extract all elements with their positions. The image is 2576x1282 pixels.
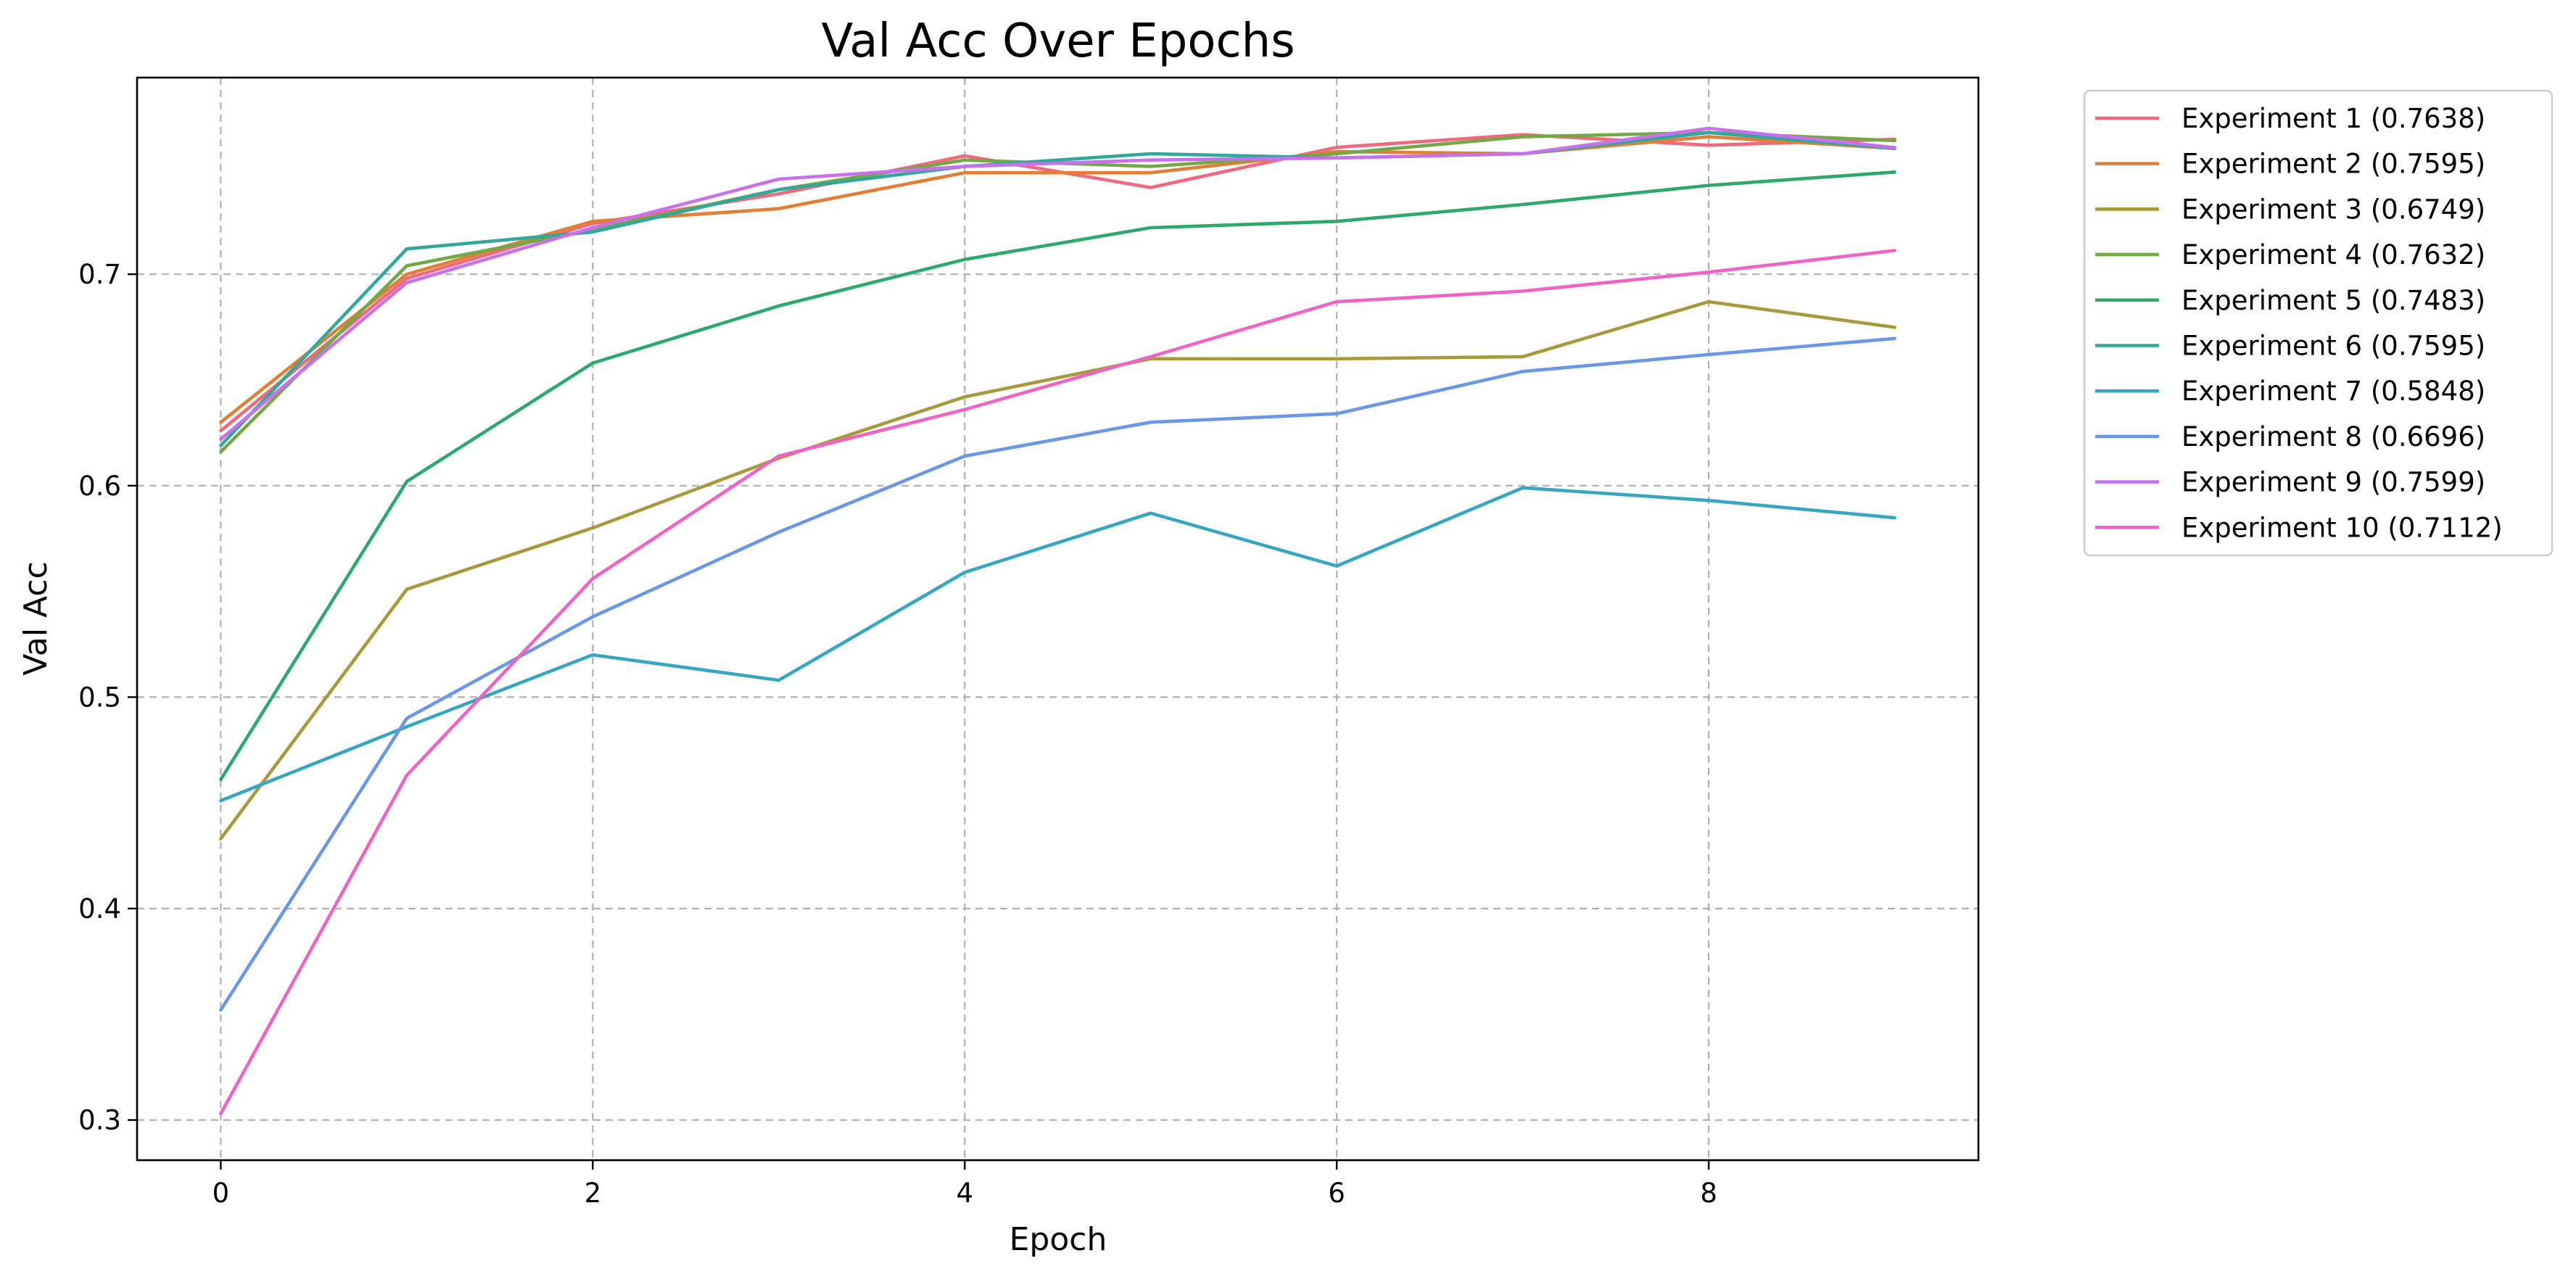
legend-box [2083,89,2554,557]
series-line-experiment-5 [219,170,1896,782]
legend-entry: Experiment 8 (0.6696) [2181,421,2485,452]
grid-layer [137,78,1978,1160]
legend-items: Experiment 1 (0.7638) Experiment 2 (0.759… [2095,103,2503,543]
legend-entry: Experiment 6 (0.7595) [2181,331,2485,362]
y-tick-label: 0.3 [78,1105,121,1136]
y-tick-label: 0.6 [78,471,121,502]
x-tick-label: 0 [212,1178,230,1209]
series-line-experiment-3 [219,299,1896,841]
series-layer [219,126,1896,1116]
series-line-experiment-6 [219,131,1896,447]
legend-entry: Experiment 5 (0.7483) [2181,285,2485,316]
legend-entry: Experiment 2 (0.7595) [2181,149,2485,180]
y-tick-label: 0.7 [78,259,121,290]
legend-entry: Experiment 10 (0.7112) [2181,512,2503,543]
plot-frame [136,76,1980,1162]
series-line-experiment-7 [219,486,1896,803]
series-line-experiment-10 [219,249,1896,1116]
y-axis-label: Val Acc [17,561,54,676]
chart-title: Val Acc Over Epochs [821,15,1295,68]
legend-entry: Experiment 3 (0.6749) [2181,194,2485,225]
legend-entry: Experiment 7 (0.5848) [2181,376,2485,407]
legend-entry: Experiment 1 (0.7638) [2181,103,2485,134]
y-tick-label: 0.4 [78,893,121,925]
x-tick-label: 2 [585,1178,602,1209]
y-tick-label: 0.5 [78,682,121,713]
legend-entry: Experiment 9 (0.7599) [2181,467,2485,498]
legend: Experiment 1 (0.7638) Experiment 2 (0.759… [2083,89,2554,557]
series-line-experiment-9 [219,126,1896,441]
ticks-layer: 0 2 4 6 8 0.3 0.4 0.5 0.6 0.7 [78,259,1717,1209]
x-tick-label: 8 [1700,1178,1717,1209]
x-axis-label: Epoch [1010,1221,1107,1258]
x-tick-label: 4 [956,1178,973,1209]
x-tick-label: 6 [1328,1178,1345,1209]
legend-entry: Experiment 4 (0.7632) [2181,239,2485,270]
series-line-experiment-8 [219,336,1896,1012]
